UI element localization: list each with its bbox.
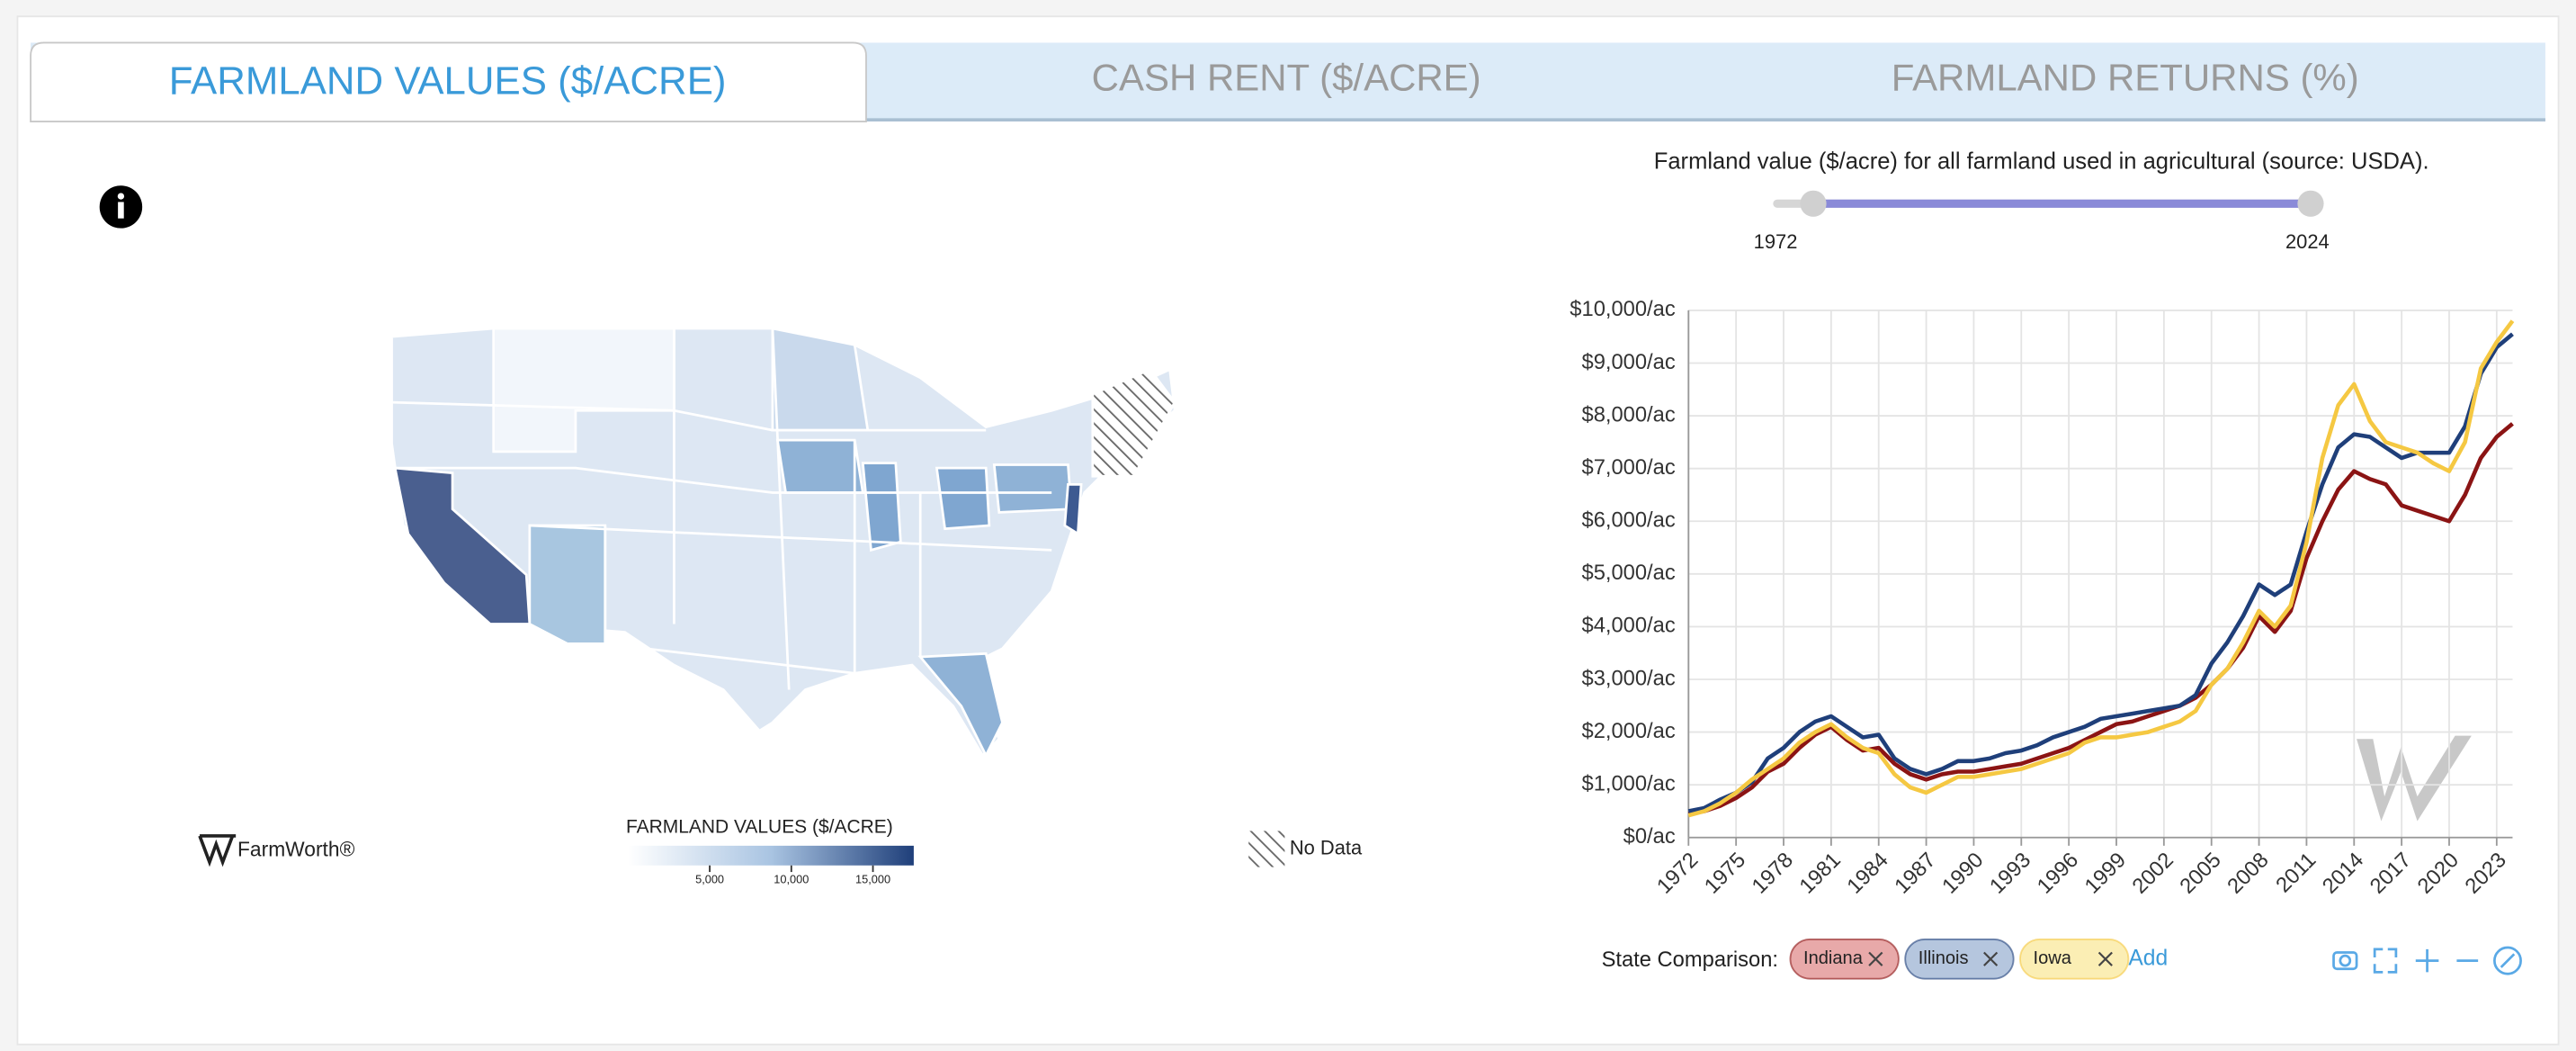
legend-chip[interactable]: Iowa: [2019, 938, 2130, 980]
colorbar-tick-label: 15,000: [855, 873, 890, 886]
reset-button[interactable]: [2493, 946, 2522, 975]
us-map: [390, 327, 1176, 759]
legend-label: Indiana: [1803, 948, 1864, 968]
chip-background: [1904, 938, 2015, 980]
tab-label[interactable]: FARMLAND VALUES ($/ACRE): [169, 59, 727, 103]
comparison-label: State Comparison:: [1602, 948, 1778, 972]
legend-title: FARMLAND VALUES ($/ACRE): [626, 816, 893, 837]
camera-button[interactable]: [2332, 951, 2358, 971]
chip-remove[interactable]: [1983, 951, 1999, 966]
colorbar-tick-label: 5,000: [695, 873, 724, 886]
y-tick-label: $2,000/ac: [1582, 720, 1676, 743]
slider-handle[interactable]: [1800, 190, 1827, 217]
y-tick-label: $3,000/ac: [1582, 667, 1676, 690]
chip-background: [1789, 938, 1900, 980]
info-button[interactable]: [99, 185, 143, 229]
legend-label: Illinois: [1919, 948, 1969, 968]
y-tick-label: $0/ac: [1623, 825, 1676, 849]
no-data-label: No Data: [1290, 836, 1363, 858]
brand-logo: [198, 834, 237, 867]
watermark: [2357, 735, 2472, 822]
colorbar-tick-label: 10,000: [774, 873, 809, 886]
y-tick-label: $9,000/ac: [1582, 351, 1676, 374]
series-line: [1687, 319, 2515, 818]
add-label[interactable]: Add: [2128, 946, 2168, 970]
chart-subtitle: Farmland value ($/acre) for all farmland…: [1654, 148, 2429, 174]
slider-handle[interactable]: [2297, 190, 2324, 217]
y-tick-label: $10,000/ac: [1570, 298, 1676, 321]
series-line: [1687, 422, 2514, 816]
brand-name: FarmWorth®: [237, 837, 355, 860]
y-tick-label: $7,000/ac: [1582, 456, 1676, 480]
y-tick-label: $8,000/ac: [1582, 403, 1676, 427]
y-tick-label: $4,000/ac: [1582, 615, 1676, 638]
y-tick-label: $1,000/ac: [1582, 772, 1676, 795]
chip-remove[interactable]: [1868, 951, 1883, 966]
legend-label: Iowa: [2034, 948, 2072, 968]
y-tick-label: $5,000/ac: [1582, 561, 1676, 585]
legend-chip[interactable]: Indiana: [1789, 938, 1900, 980]
slider-label: 1972: [1754, 230, 1798, 253]
active-tab[interactable]: [30, 41, 867, 122]
slider-label: 2024: [2285, 230, 2330, 253]
tab-label[interactable]: FARMLAND RETURNS (%): [1892, 57, 2359, 99]
colorbar: [628, 845, 914, 866]
chip-background: [2019, 938, 2130, 980]
chip-remove[interactable]: [2097, 951, 2113, 966]
toolbar: [2332, 946, 2522, 975]
zoom-in-button[interactable]: [2415, 948, 2439, 973]
y-tick-label: $6,000/ac: [1582, 509, 1676, 533]
fullscreen-button[interactable]: [2373, 948, 2398, 974]
series-line: [1687, 332, 2514, 813]
tab-label[interactable]: CASH RENT ($/ACRE): [1092, 57, 1481, 99]
no-data-swatch: [1248, 831, 1285, 867]
legend-chip[interactable]: Illinois: [1904, 938, 2015, 980]
